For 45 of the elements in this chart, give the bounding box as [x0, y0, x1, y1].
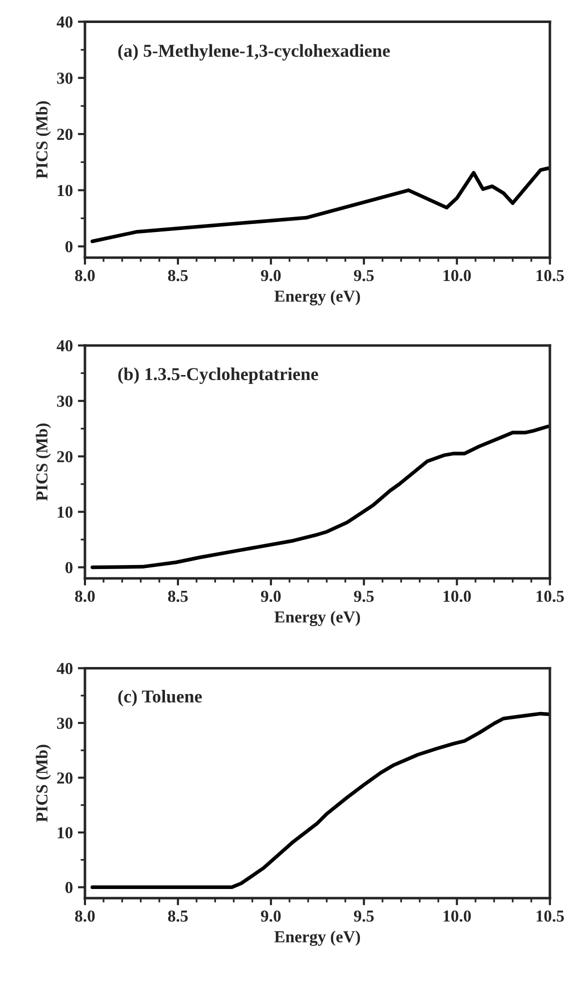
y-tick-label: 10: [58, 506, 73, 518]
x-tick-label: 9.5: [354, 590, 374, 602]
line-series: [90, 712, 550, 890]
x-tick-label: 10.0: [444, 270, 471, 282]
x-tick-label: 9.0: [260, 270, 281, 282]
x-tick-label: 9.0: [260, 910, 281, 922]
x-tick-label: 9.5: [354, 270, 374, 282]
x-tick-label: 8.5: [168, 270, 188, 282]
y-tick-label: 40: [56, 662, 73, 674]
text: (a) 5-Methylene-1,3-cyclohexadiene: [118, 44, 390, 61]
y-axis-title: PICS (Mb): [36, 744, 51, 822]
x-tick-label: 8.5: [168, 590, 188, 602]
x-axis-title: Energy (eV): [274, 610, 360, 626]
line-series: [90, 166, 550, 244]
x-tick-label: 10.5: [536, 910, 564, 922]
y-axis-title: PICS (Mb): [36, 424, 51, 501]
text: (b) 1.3.5-Cycloheptatriene: [118, 368, 318, 384]
y-axis-title: PICS (Mb): [36, 101, 51, 178]
y-tick-label: 0: [65, 562, 73, 574]
x-tick-label: 8.5: [168, 910, 188, 922]
y-tick-label: 30: [57, 396, 73, 407]
y-tick-label: 20: [57, 451, 73, 462]
text: (c) Toluene: [118, 690, 202, 706]
x-axis-title: Energy (eV): [274, 290, 360, 306]
x-tick-label: 8.0: [75, 270, 95, 282]
y-tick-label: 30: [57, 72, 73, 84]
y-tick-label: 40: [56, 16, 73, 28]
y-tick-label: 30: [57, 718, 73, 729]
line-series: [90, 424, 550, 570]
x-tick-label: 10.5: [536, 270, 564, 282]
y-tick-label: 10: [58, 184, 73, 196]
x-tick-label: 8.0: [75, 590, 95, 602]
y-tick-label: 20: [57, 128, 73, 140]
x-axis-title: Energy (eV): [274, 930, 360, 946]
y-tick-label: 20: [57, 772, 73, 784]
x-tick-label: 10.0: [444, 590, 471, 602]
y-tick-label: 40: [56, 340, 73, 352]
x-tick-label: 10.0: [444, 910, 471, 922]
x-tick-label: 10.5: [536, 590, 564, 602]
x-tick-label: 9.0: [260, 590, 281, 602]
x-tick-label: 8.0: [75, 910, 95, 922]
y-tick-label: 10: [58, 827, 73, 838]
x-tick-label: 9.5: [354, 910, 374, 922]
y-tick-label: 0: [65, 882, 73, 894]
y-tick-label: 0: [65, 241, 73, 252]
